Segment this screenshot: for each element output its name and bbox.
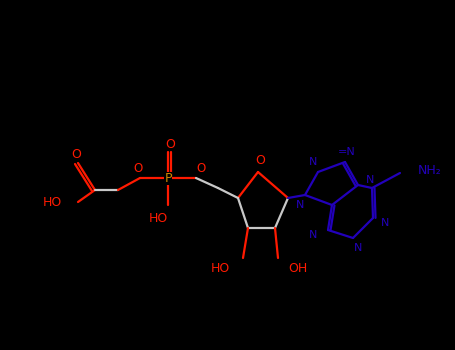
- Text: HO: HO: [211, 261, 230, 274]
- Text: O: O: [165, 138, 175, 150]
- Text: N: N: [366, 175, 374, 185]
- Text: HO: HO: [148, 212, 167, 225]
- Text: P: P: [164, 172, 172, 184]
- Text: O: O: [197, 161, 206, 175]
- Text: O: O: [71, 148, 81, 161]
- Text: O: O: [133, 161, 142, 175]
- Text: N: N: [381, 218, 389, 228]
- Text: N: N: [354, 243, 362, 253]
- Text: N: N: [296, 200, 304, 210]
- Text: NH₂: NH₂: [418, 164, 442, 177]
- Text: N: N: [309, 230, 317, 240]
- Text: OH: OH: [288, 261, 307, 274]
- Text: N: N: [309, 157, 317, 167]
- Text: =N: =N: [338, 147, 356, 157]
- Text: HO: HO: [43, 196, 62, 209]
- Text: O: O: [255, 154, 265, 168]
